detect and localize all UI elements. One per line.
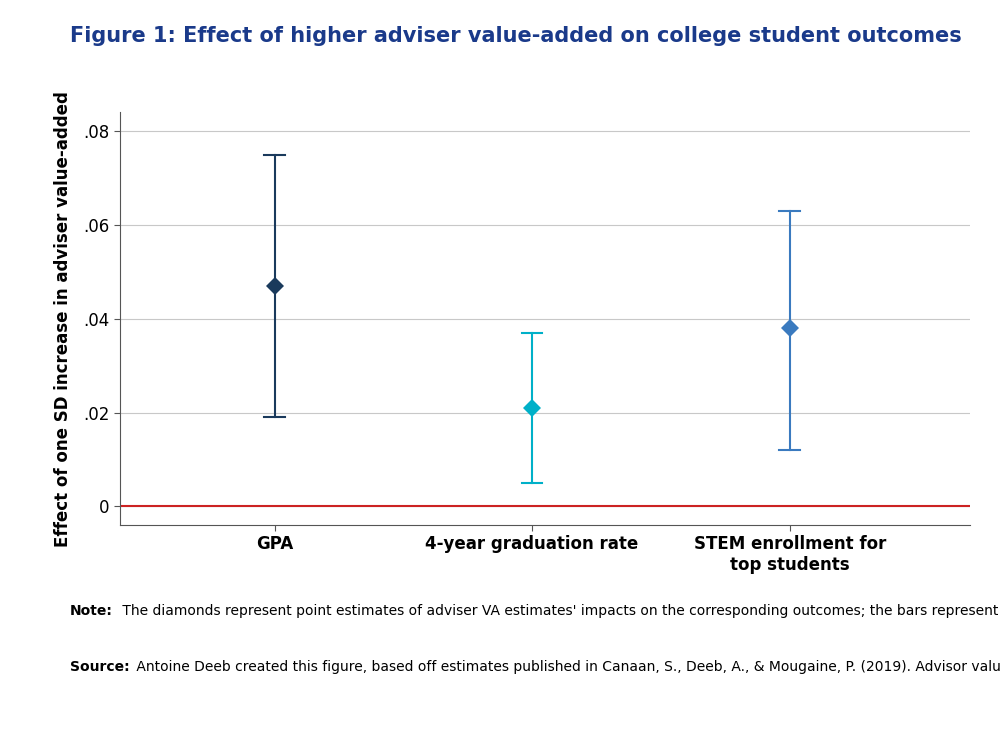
- Y-axis label: Effect of one SD increase in adviser value-added: Effect of one SD increase in adviser val…: [54, 91, 72, 547]
- Text: Antoine Deeb created this figure, based off estimates published in Canaan, S., D: Antoine Deeb created this figure, based …: [132, 660, 1000, 674]
- Text: Source:: Source:: [70, 660, 130, 674]
- Text: Note:: Note:: [70, 604, 113, 618]
- Text: Figure 1: Effect of higher adviser value-added on college student outcomes: Figure 1: Effect of higher adviser value…: [70, 26, 962, 46]
- Text: The diamonds represent point estimates of adviser VA estimates' impacts on the c: The diamonds represent point estimates o…: [118, 604, 1000, 618]
